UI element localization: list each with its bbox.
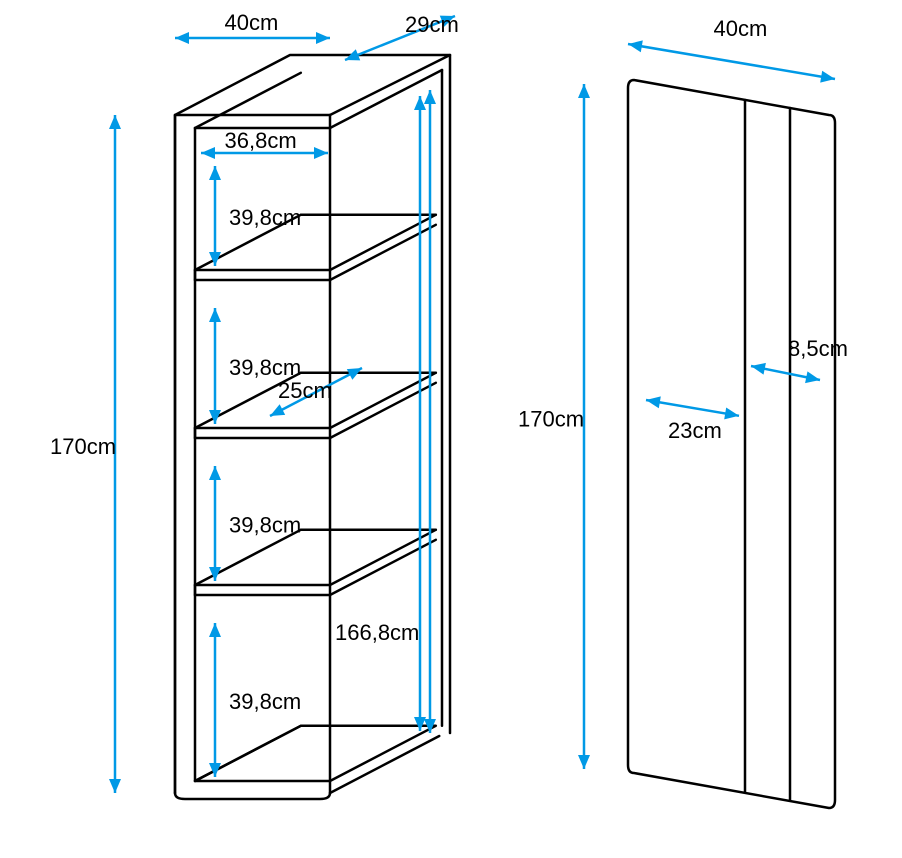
label-outer-w: 40cm: [225, 10, 279, 35]
label-door-w: 40cm: [714, 16, 768, 41]
label-inner-d: 25cm: [278, 378, 332, 403]
label-door-p1: 23cm: [668, 418, 722, 443]
label-outer-h: 170cm: [50, 434, 116, 459]
label-inner-w: 36,8cm: [225, 128, 297, 153]
label-door-h: 170cm: [518, 407, 584, 432]
label-inner-h: 166,8cm: [335, 620, 419, 645]
label-outer-d: 29cm: [405, 12, 459, 37]
label-shelf-1: 39,8cm: [229, 355, 301, 380]
label-shelf-3: 39,8cm: [229, 689, 301, 714]
label-door-p2: 8,5cm: [788, 336, 848, 361]
label-shelf-2: 39,8cm: [229, 513, 301, 538]
label-shelf-0: 39,8cm: [229, 205, 301, 230]
